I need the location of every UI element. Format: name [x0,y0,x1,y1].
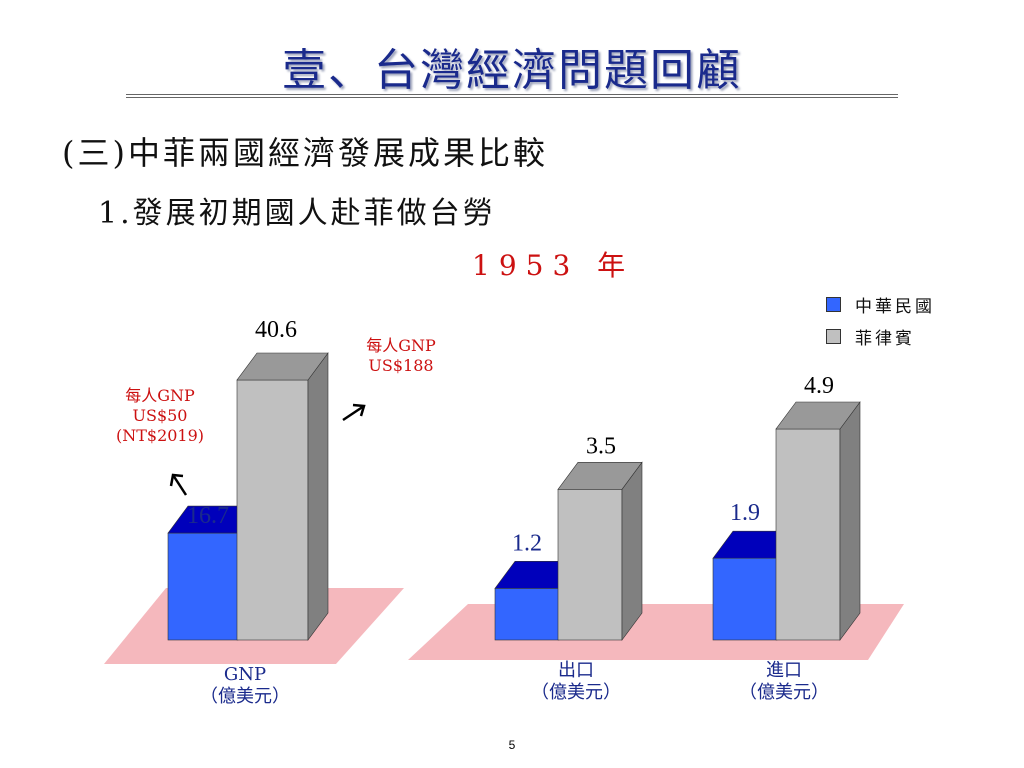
category-label-line: （億美元） [200,686,290,707]
category-label-line: （億美元） [531,682,621,703]
arrow-ph-icon [342,403,366,422]
legend-label-ph: 菲律賓 [855,328,915,349]
category-label-line: GNP [223,664,267,685]
category-label-line: 出口 [558,660,594,681]
roc-note-line: (NT$2019) [115,426,205,445]
bar-export-ph-front [557,488,623,641]
value-label-export-roc: 1.2 [512,530,542,556]
roc-note-line: US$50 [132,406,188,425]
bar-gnp-ph-side [307,352,329,641]
category-label-gnp: GNP （億美元） [180,664,310,708]
roc-gnp-note: 每人GNP US$50 (NT$2019) [104,386,216,446]
chart-legend: 中華民國 菲律賓 [826,288,935,352]
sub-heading: 1.發展初期國人赴菲做台勞 [98,196,496,231]
category-label-export: 出口 （億美元） [508,660,644,704]
value-label-gnp-roc: 16.7 [187,503,229,529]
value-label-export-ph: 3.5 [586,433,616,459]
legend-item-roc: 中華民國 [826,288,935,320]
bar-import-roc-front [712,557,778,641]
legend-item-ph: 菲律賓 [826,320,935,352]
bar-gnp-ph-top [236,352,329,381]
year-label: 1953 年 [472,249,635,282]
legend-swatch-ph [826,328,841,344]
ph-note-line: US$188 [368,356,434,375]
bar-import-ph-side [839,401,861,641]
section-heading: (三)中菲兩國經濟發展成果比較 [62,134,548,172]
category-label-line: 進口 [766,660,802,681]
value-label-gnp-ph: 40.6 [255,317,297,343]
title-rule-bottom [126,97,898,98]
title-rule-top [126,94,898,95]
bar-gnp-ph-front [236,379,309,641]
bar-export-ph-side [621,461,643,641]
roc-note-line: 每人GNP [125,386,195,405]
bar-export-ph-top [557,461,643,490]
bar-gnp-roc-front [167,532,239,641]
legend-label-roc: 中華民國 [855,296,935,317]
arrow-roc-icon [169,473,188,496]
legend-swatch-roc [826,296,841,312]
value-label-import-roc: 1.9 [730,500,760,526]
ph-note-line: 每人GNP [366,336,436,355]
page-number: 5 [508,738,516,752]
bar-import-ph-front [775,428,841,641]
value-label-import-ph: 4.9 [804,373,834,399]
bar-export-roc-front [494,588,560,641]
category-label-line: （億美元） [739,682,829,703]
ph-gnp-note: 每人GNP US$188 [346,336,456,376]
bar-import-ph-top [775,401,861,430]
category-label-import: 進口 （億美元） [716,660,852,704]
slide-title: 壹、台灣經濟問題回顧 [282,45,742,96]
